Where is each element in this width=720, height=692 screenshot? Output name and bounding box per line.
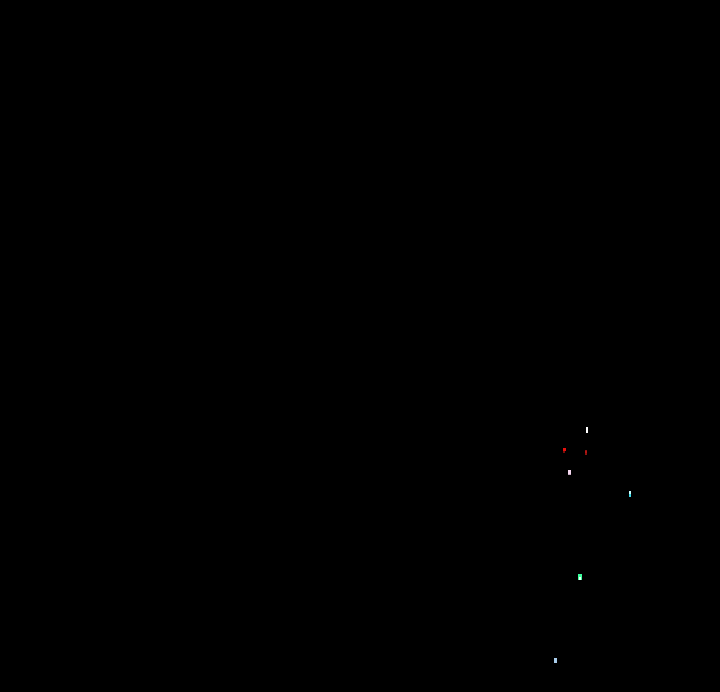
pink-light-point-glow <box>568 474 571 475</box>
red-light-point-bright-glow <box>563 448 566 451</box>
cyan-light-point-glow <box>629 491 631 494</box>
red-light-point-dark-glow <box>585 451 587 453</box>
cyan-light-point-glow <box>629 494 631 497</box>
white-light-point-glow <box>586 427 588 433</box>
red-light-point-bright-glow <box>563 451 565 453</box>
pink-light-point-glow <box>568 470 571 474</box>
green-light-point-glow <box>579 577 581 580</box>
blue-light-point-glow <box>554 658 557 663</box>
